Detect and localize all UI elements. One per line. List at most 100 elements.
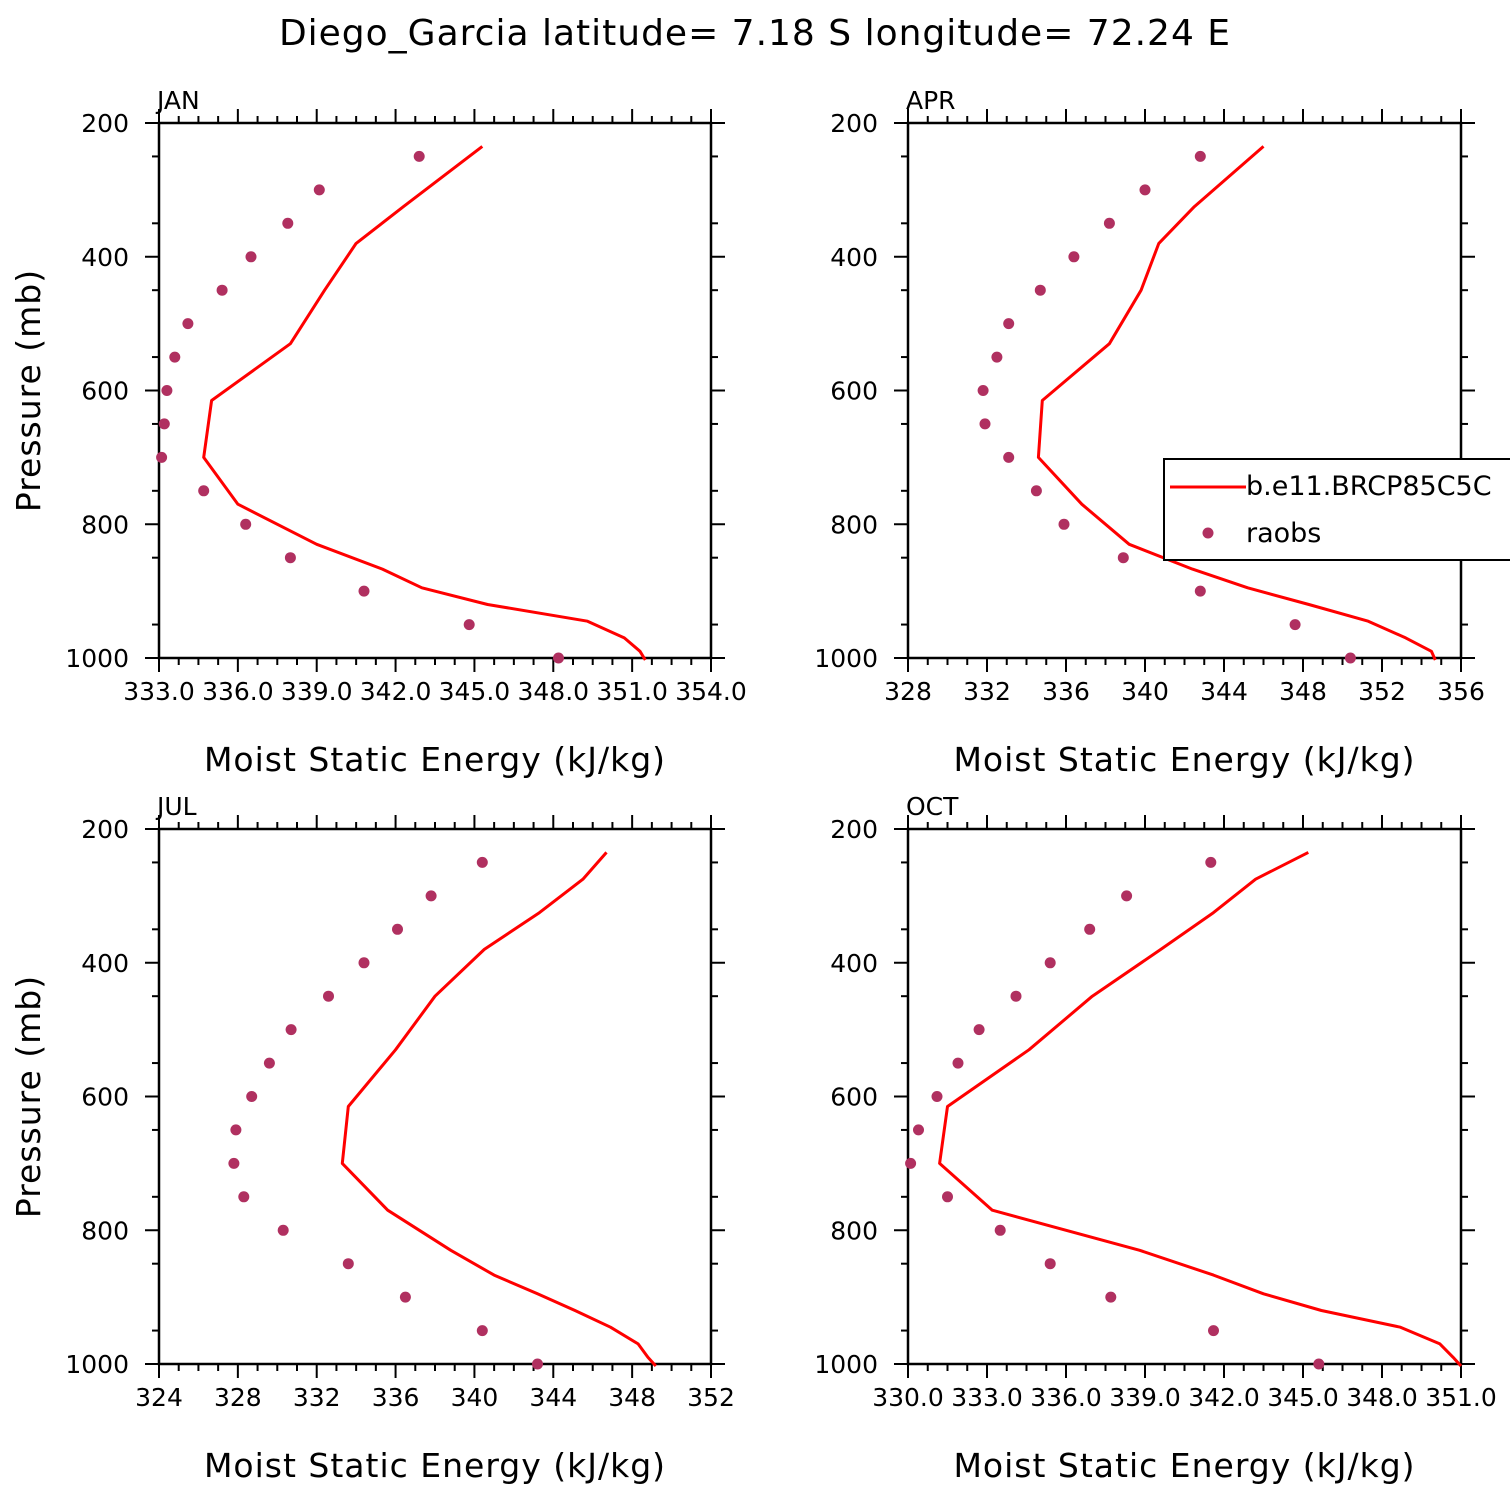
obs-point [1058, 518, 1070, 530]
obs-point [285, 1024, 297, 1036]
obs-point [230, 1124, 242, 1136]
series-line-model [340, 851, 657, 1368]
obs-point [1344, 652, 1356, 664]
obs-point [1105, 1291, 1117, 1303]
y-tick-label: 600 [81, 1083, 129, 1112]
obs-point [952, 1057, 964, 1069]
y-tick-label: 200 [81, 109, 129, 138]
x-tick-label: 344 [1200, 677, 1248, 706]
x-tick-label: 336.0 [1030, 1383, 1102, 1412]
obs-point [158, 418, 170, 430]
obs-point [1121, 890, 1133, 902]
obs-point [228, 1157, 240, 1169]
x-tick-label: 324 [135, 1383, 183, 1412]
obs-point [1194, 585, 1206, 597]
x-tick-label: 328 [214, 1383, 262, 1412]
obs-point [284, 552, 296, 564]
x-tick-label: 354.0 [675, 677, 747, 706]
x-tick-label: 351.0 [596, 677, 668, 706]
obs-point [169, 351, 181, 363]
obs-point [1034, 284, 1046, 296]
obs-point [263, 1057, 275, 1069]
x-tick-label: 352 [1358, 677, 1406, 706]
y-tick-label: 1000 [814, 644, 878, 673]
y-tick-label: 400 [830, 243, 878, 272]
obs-point [1194, 150, 1206, 162]
x-tick-label: 332 [963, 677, 1011, 706]
x-tick-label: 330.0 [872, 1383, 944, 1412]
x-tick-label: 332 [293, 1383, 341, 1412]
plot-frame-apr [906, 121, 1463, 660]
obs-point [942, 1191, 953, 1203]
x-tick-label: 348 [608, 1383, 656, 1412]
y-tick-label: 400 [81, 243, 129, 272]
obs-point [1139, 184, 1151, 196]
panel-title-jan: JAN [155, 86, 200, 115]
obs-point [1068, 251, 1080, 263]
obs-point [413, 150, 425, 162]
x-tick-label: 339.0 [1109, 1383, 1181, 1412]
obs-point [358, 585, 370, 597]
obs-point [913, 1124, 924, 1136]
series-line-model [202, 145, 647, 661]
y-tick-label: 600 [830, 1083, 878, 1112]
obs-point [532, 1358, 543, 1370]
obs-point [182, 318, 194, 330]
obs-point [282, 217, 294, 229]
obs-point [399, 1291, 411, 1303]
obs-point [476, 1325, 488, 1337]
x-tick-label: 348.0 [517, 677, 589, 706]
obs-point [1117, 552, 1129, 564]
x-axis-label: Moist Static Energy (kJ/kg) [204, 740, 666, 779]
obs-point [905, 1157, 917, 1169]
x-tick-label: 345.0 [1267, 1383, 1339, 1412]
x-axis-label: Moist Static Energy (kJ/kg) [953, 1446, 1415, 1485]
plot-frame-oct [906, 827, 1463, 1366]
legend-dot-swatch [1202, 527, 1214, 539]
y-tick-label: 400 [81, 949, 129, 978]
obs-point [358, 957, 370, 969]
obs-point [198, 485, 210, 497]
panel-title-apr: APR [906, 86, 956, 115]
obs-point [240, 518, 252, 530]
x-tick-label: 340 [1121, 677, 1169, 706]
obs-point [994, 1224, 1006, 1236]
obs-point [425, 890, 437, 902]
x-tick-label: 352 [687, 1383, 735, 1412]
y-tick-label: 1000 [65, 1350, 129, 1379]
obs-point [476, 856, 488, 868]
obs-point [245, 251, 257, 263]
obs-point [1030, 485, 1042, 497]
x-tick-label: 356 [1437, 677, 1485, 706]
obs-point [238, 1191, 250, 1203]
obs-point [1084, 923, 1096, 935]
obs-point [216, 284, 228, 296]
x-tick-label: 333.0 [951, 1383, 1023, 1412]
y-tick-label: 800 [81, 510, 129, 539]
y-tick-label: 400 [830, 949, 878, 978]
y-tick-label: 200 [830, 109, 878, 138]
x-tick-label: 345.0 [439, 677, 511, 706]
legend: b.e11.BRCP85C5C raobs [1163, 458, 1510, 561]
y-tick-label: 800 [830, 1216, 878, 1245]
x-tick-label: 328 [884, 677, 932, 706]
x-tick-label: 340 [451, 1383, 499, 1412]
obs-point [392, 923, 403, 935]
obs-point [553, 652, 564, 664]
legend-obs-label: raobs [1246, 518, 1321, 549]
y-tick-label: 800 [830, 510, 878, 539]
plot-frame-jul [157, 827, 713, 1366]
panel-title-jul: JUL [155, 792, 197, 821]
obs-point [1044, 957, 1056, 969]
x-tick-label: 344 [529, 1383, 577, 1412]
obs-point [463, 619, 475, 631]
series-line-model [938, 851, 1463, 1368]
obs-point [246, 1091, 258, 1102]
x-tick-label: 339.0 [281, 677, 353, 706]
obs-point [931, 1091, 943, 1102]
